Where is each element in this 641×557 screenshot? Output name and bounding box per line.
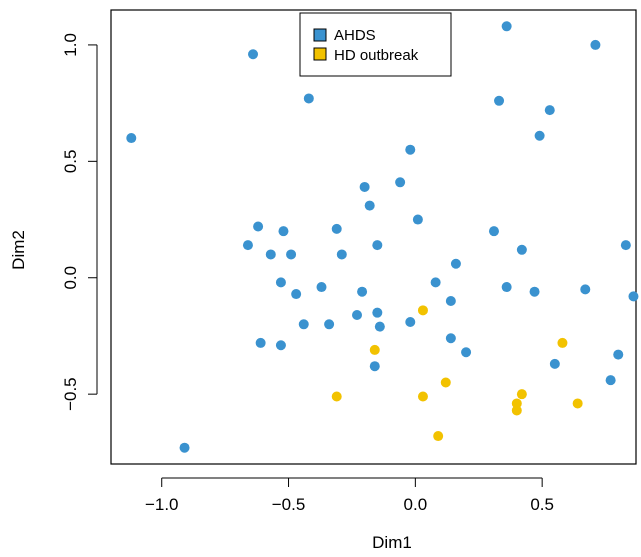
- legend-swatch-ahds: [313, 28, 327, 42]
- point-ahds: [352, 309, 363, 320]
- point-hd-outbreak: [369, 344, 380, 355]
- point-ahds: [395, 177, 406, 188]
- legend-box: [299, 12, 452, 77]
- point-ahds: [544, 105, 555, 116]
- legend: AHDS HD outbreak: [299, 12, 452, 77]
- point-ahds: [324, 319, 335, 330]
- point-ahds: [286, 249, 297, 260]
- x-tick-label: 0.0: [404, 495, 428, 514]
- point-hd-outbreak: [511, 398, 522, 409]
- point-hd-outbreak: [516, 389, 527, 400]
- legend-swatch-hd-outbreak: [313, 47, 327, 61]
- point-hd-outbreak: [331, 391, 342, 402]
- point-ahds: [501, 21, 512, 32]
- point-ahds: [359, 181, 370, 192]
- point-ahds: [278, 226, 289, 237]
- point-ahds: [303, 93, 314, 104]
- point-ahds: [620, 240, 631, 251]
- point-hd-outbreak: [433, 431, 444, 442]
- data-points: [126, 21, 639, 453]
- point-ahds: [628, 291, 639, 302]
- x-tick-label: −1.0: [145, 495, 179, 514]
- point-ahds: [430, 277, 441, 288]
- point-ahds: [179, 442, 190, 453]
- y-tick-label: 0.0: [61, 266, 80, 290]
- point-ahds: [265, 249, 276, 260]
- point-ahds: [488, 226, 499, 237]
- point-hd-outbreak: [572, 398, 583, 409]
- point-ahds: [374, 321, 385, 332]
- point-ahds: [248, 49, 259, 60]
- point-ahds: [331, 223, 342, 234]
- point-ahds: [275, 277, 286, 288]
- point-hd-outbreak: [511, 405, 522, 416]
- y-tick-label: 0.5: [61, 150, 80, 174]
- x-axis: −1.0 −0.5 0.0 0.5: [145, 477, 554, 514]
- point-ahds: [253, 221, 264, 232]
- point-ahds: [298, 319, 309, 330]
- y-tick-label: 1.0: [61, 33, 80, 57]
- point-ahds: [242, 240, 253, 251]
- point-ahds: [445, 333, 456, 344]
- point-ahds: [461, 347, 472, 358]
- point-ahds: [501, 282, 512, 293]
- point-ahds: [255, 337, 266, 348]
- x-tick-label: −0.5: [272, 495, 306, 514]
- point-ahds: [336, 249, 347, 260]
- y-tick-label: −0.5: [61, 377, 80, 411]
- point-ahds: [590, 39, 601, 50]
- point-ahds: [126, 133, 137, 144]
- x-tick-label: 0.5: [530, 495, 554, 514]
- point-ahds: [372, 307, 383, 318]
- y-axis-title: Dim2: [9, 230, 28, 270]
- point-ahds: [275, 340, 286, 351]
- point-ahds: [357, 286, 368, 297]
- point-ahds: [316, 282, 327, 293]
- y-axis: −0.5 0.0 0.5 1.0: [61, 33, 98, 411]
- point-ahds: [364, 200, 375, 211]
- point-ahds: [405, 316, 416, 327]
- point-ahds: [445, 296, 456, 307]
- point-hd-outbreak: [417, 391, 428, 402]
- point-ahds: [372, 240, 383, 251]
- plot-frame: [110, 9, 637, 465]
- point-hd-outbreak: [557, 337, 568, 348]
- point-ahds: [369, 361, 380, 372]
- point-ahds: [534, 130, 545, 141]
- point-ahds: [412, 214, 423, 225]
- point-ahds: [291, 289, 302, 300]
- x-axis-title: Dim1: [372, 533, 412, 552]
- point-ahds: [405, 144, 416, 155]
- legend-label-hd-outbreak: HD outbreak: [334, 47, 419, 64]
- point-ahds: [494, 95, 505, 106]
- point-ahds: [450, 258, 461, 269]
- point-hd-outbreak: [417, 305, 428, 316]
- point-ahds: [605, 375, 616, 386]
- point-hd-outbreak: [440, 377, 451, 388]
- point-ahds: [529, 286, 540, 297]
- point-ahds: [516, 244, 527, 255]
- point-ahds: [613, 349, 624, 360]
- legend-label-ahds: AHDS: [334, 27, 376, 44]
- point-ahds: [549, 358, 560, 369]
- point-ahds: [580, 284, 591, 295]
